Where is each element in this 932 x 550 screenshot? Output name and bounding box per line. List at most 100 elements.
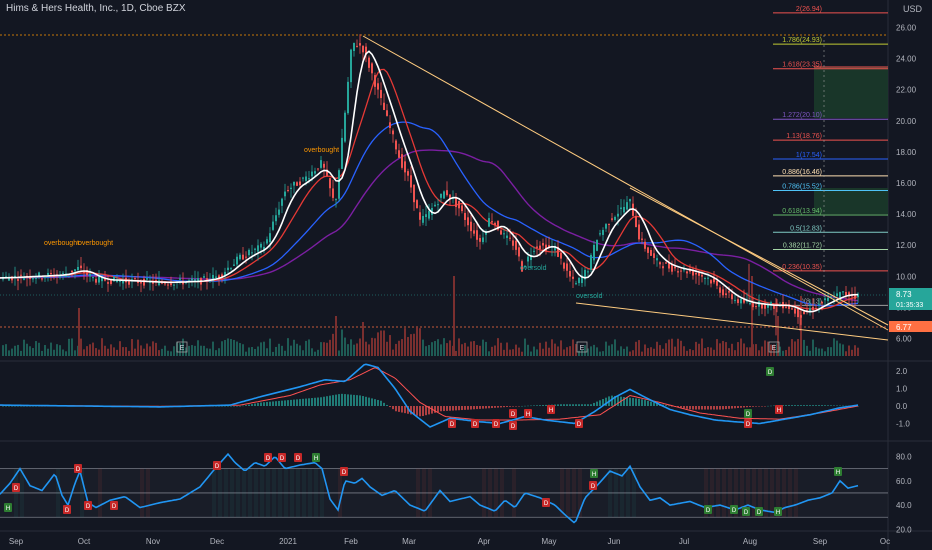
volume-bar	[407, 337, 409, 356]
rsi-zone-shade	[98, 468, 102, 518]
rsi-signal-badge	[12, 483, 20, 492]
macd-histogram-bar	[329, 395, 331, 406]
macd-histogram-bar	[806, 405, 808, 406]
candle-body	[773, 304, 775, 309]
rsi-signal-badge	[278, 453, 286, 462]
macd-histogram-bar	[794, 405, 796, 406]
volume-bar	[473, 341, 475, 356]
volume-bar	[707, 347, 709, 356]
descending-trendline	[362, 35, 889, 331]
rsi-zone-shade	[266, 468, 270, 518]
candle-body	[104, 278, 106, 281]
rsi-zone-shade	[500, 468, 504, 518]
volume-bar	[74, 350, 76, 356]
volume-bar	[749, 347, 751, 356]
volume-bar	[629, 351, 631, 356]
candle-body	[455, 197, 457, 208]
volume-bar	[533, 346, 535, 356]
volume-bar	[236, 341, 238, 356]
rsi-signal-badge	[730, 505, 738, 514]
candle-body	[116, 279, 118, 282]
macd-histogram-bar	[725, 406, 727, 410]
candle-body	[764, 304, 766, 309]
candle-body	[332, 188, 334, 198]
candle-body	[557, 246, 559, 257]
volume-bar	[797, 339, 799, 356]
candle-body	[314, 171, 316, 174]
macd-histogram-bar	[482, 406, 484, 409]
volume-bar	[80, 338, 82, 356]
candle-body	[368, 57, 370, 68]
macd-histogram-bar	[629, 397, 631, 406]
macd-histogram-bar	[8, 406, 10, 407]
rsi-signal-text: D	[342, 470, 347, 476]
macd-histogram-bar	[728, 406, 730, 409]
candle-body	[416, 200, 418, 209]
volume-bar	[119, 341, 121, 356]
candle-body	[140, 282, 142, 284]
macd-histogram-bar	[668, 405, 670, 407]
volume-bar	[623, 348, 625, 356]
candle-body	[506, 235, 508, 238]
macd-histogram-bar	[491, 406, 493, 409]
candle-body	[827, 297, 829, 301]
macd-histogram-bar	[506, 406, 508, 407]
macd-histogram-bar	[338, 394, 340, 406]
macd-histogram-bar	[431, 406, 433, 414]
candle-body	[752, 303, 754, 308]
candle-body	[362, 45, 364, 53]
macd-histogram-bar	[698, 406, 700, 410]
volume-bar	[581, 349, 583, 356]
rsi-zone-shade	[572, 468, 576, 518]
macd-histogram-bar	[827, 405, 829, 406]
macd-histogram-bar	[842, 405, 844, 407]
volume-bar	[104, 345, 106, 356]
descending-trendline	[629, 187, 889, 326]
volume-bar	[809, 350, 811, 356]
volume-bar	[731, 343, 733, 356]
volume-bar	[836, 340, 838, 356]
signal-annotation: overbought	[304, 147, 339, 154]
macd-histogram-bar	[494, 406, 496, 408]
rsi-signal-text: D	[14, 486, 19, 492]
volume-bar	[224, 339, 226, 356]
volume-bar	[386, 341, 388, 356]
volume-bar	[842, 344, 844, 356]
volume-bar	[704, 348, 706, 356]
volume-bar	[164, 345, 166, 356]
candle-body	[167, 284, 169, 286]
volume-bar	[92, 342, 94, 356]
candle-body	[680, 270, 682, 272]
macd-histogram-bar	[479, 406, 481, 409]
macd-histogram-bar	[791, 405, 793, 406]
candle-body	[152, 281, 154, 284]
candle-body	[578, 277, 580, 284]
volume-bar	[725, 342, 727, 356]
volume-bar	[401, 339, 403, 356]
volume-bar	[638, 340, 640, 356]
volume-bar	[29, 346, 31, 356]
fib-level-label: 1.786(24.93)	[782, 37, 822, 44]
macd-histogram-bar	[308, 398, 310, 406]
candle-body	[815, 308, 817, 310]
candle-body	[32, 278, 34, 280]
candle-body	[482, 237, 484, 243]
candle-body	[224, 271, 226, 276]
rsi-zone-shade	[236, 468, 240, 518]
volume-bar	[383, 330, 385, 356]
candle-body	[821, 301, 823, 304]
volume-bar	[272, 351, 274, 356]
candle-body	[524, 266, 526, 268]
volume-bar	[95, 348, 97, 356]
volume-bar	[380, 330, 382, 356]
volume-bar	[751, 276, 753, 356]
volume-bar	[758, 350, 760, 356]
candle-body	[242, 254, 244, 260]
volume-bar	[698, 343, 700, 356]
candle-body	[617, 213, 619, 217]
volume-bar	[803, 339, 805, 356]
candle-body	[560, 252, 562, 259]
rsi-zone-shade	[758, 468, 762, 518]
macd-histogram-bar	[284, 400, 286, 406]
